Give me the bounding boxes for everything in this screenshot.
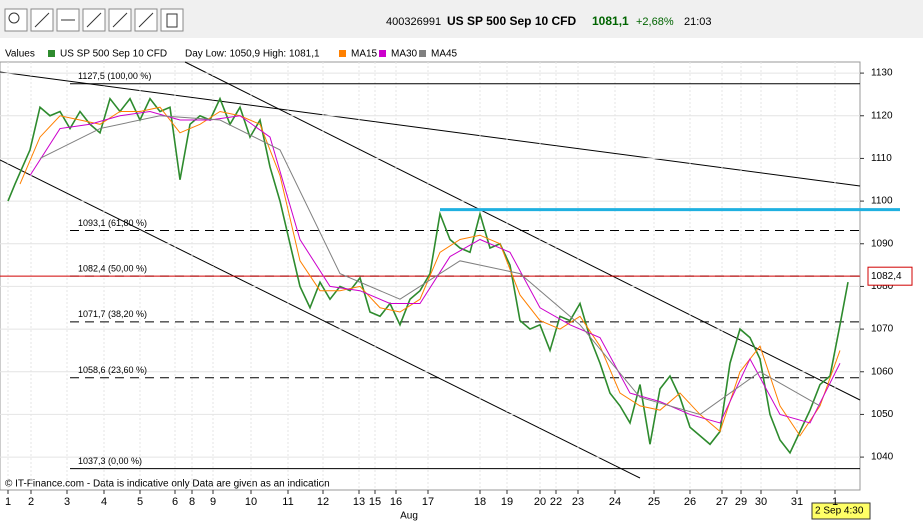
x-tick-label: 4 xyxy=(101,496,107,508)
x-tick-label: 18 xyxy=(474,496,486,508)
y-tick-label: 1100 xyxy=(871,196,893,207)
time: 21:03 xyxy=(684,16,712,28)
y-tick-label: 1110 xyxy=(871,153,892,164)
x-tick-label: 12 xyxy=(317,496,329,508)
instrument: US SP 500 Sep 10 CFD xyxy=(447,14,577,28)
series-line xyxy=(7,96,849,455)
change: +2,68% xyxy=(636,16,674,28)
fib-label: 1127,5 (100,00 %) xyxy=(78,71,151,81)
x-tick-label: 24 xyxy=(609,496,621,508)
current-price-tag xyxy=(867,266,913,286)
x-tick-label: 13 xyxy=(353,496,365,508)
legend-entry: US SP 500 Sep 10 CFD xyxy=(60,49,167,60)
x-tick-label: 2 xyxy=(28,496,34,508)
legend-entry: MA30 xyxy=(391,49,418,60)
x-tick-label: 11 xyxy=(282,496,293,508)
y-tick-label: 1080 xyxy=(871,281,894,292)
day-range: Day Low: 1050,9 High: 1081,1 xyxy=(185,49,320,60)
x-tick-label: 15 xyxy=(369,496,381,508)
legend-swatch xyxy=(48,50,55,57)
current-price-label: 1082,4 xyxy=(871,271,902,282)
legend-swatch xyxy=(339,50,346,57)
x-tick-label: 16 xyxy=(390,496,402,508)
y-tick-label: 1130 xyxy=(871,68,893,79)
x-tick-label: 9 xyxy=(210,496,216,508)
cursor-time-text: 2 Sep 4:30 xyxy=(815,506,864,517)
instrument-id: 400326991 xyxy=(386,16,441,28)
x-tick-label: 8 xyxy=(189,496,195,508)
legend-swatch xyxy=(419,50,426,57)
fib-label: 1037,3 (0,00 %) xyxy=(78,456,142,466)
footer: © IT-Finance.com - Data is indicative on… xyxy=(5,479,330,490)
trend-line xyxy=(0,71,861,187)
x-tick-label: 30 xyxy=(755,496,767,508)
y-tick-label: 1040 xyxy=(871,452,894,463)
y-tick-label: 1070 xyxy=(871,324,894,335)
legend-label: Values xyxy=(5,49,35,60)
x-tick-label: 1 xyxy=(832,496,838,508)
y-tick-label: 1060 xyxy=(871,366,894,377)
legend-swatch xyxy=(379,50,386,57)
x-tick-label: 20 xyxy=(534,496,546,508)
legend-entry: MA15 xyxy=(351,49,378,60)
y-tick-label: 1090 xyxy=(871,238,894,249)
x-tick-label: 23 xyxy=(572,496,584,508)
x-tick-label: 3 xyxy=(64,496,70,508)
x-axis-label: Aug xyxy=(400,511,418,522)
y-tick-label: 1120 xyxy=(871,110,893,121)
x-tick-label: 6 xyxy=(172,496,178,508)
x-tick-label: 29 xyxy=(735,496,747,508)
trend-line xyxy=(0,159,641,479)
x-tick-label: 1 xyxy=(5,496,11,508)
cursor-time: 2 Sep 4:30 xyxy=(811,502,871,520)
series-line xyxy=(39,115,821,415)
x-tick-label: 22 xyxy=(550,496,562,508)
fib-label: 1082,4 (50,00 %) xyxy=(78,264,147,274)
fib-label: 1093,1 (61,80 %) xyxy=(78,218,147,228)
x-tick-label: 19 xyxy=(501,496,513,508)
x-tick-label: 25 xyxy=(648,496,660,508)
x-tick-label: 17 xyxy=(422,496,434,508)
x-tick-label: 26 xyxy=(684,496,696,508)
x-tick-label: 5 xyxy=(137,496,143,508)
series-line xyxy=(19,106,841,437)
fib-label: 1058,6 (23,60 %) xyxy=(78,365,147,375)
fib-label: 1071,7 (38,20 %) xyxy=(78,309,147,319)
y-tick-label: 1050 xyxy=(871,409,894,420)
price: 1081,1 xyxy=(592,14,629,28)
legend-entry: MA45 xyxy=(431,49,458,60)
x-tick-label: 31 xyxy=(791,496,803,508)
x-tick-label: 10 xyxy=(245,496,257,508)
x-tick-label: 27 xyxy=(716,496,728,508)
